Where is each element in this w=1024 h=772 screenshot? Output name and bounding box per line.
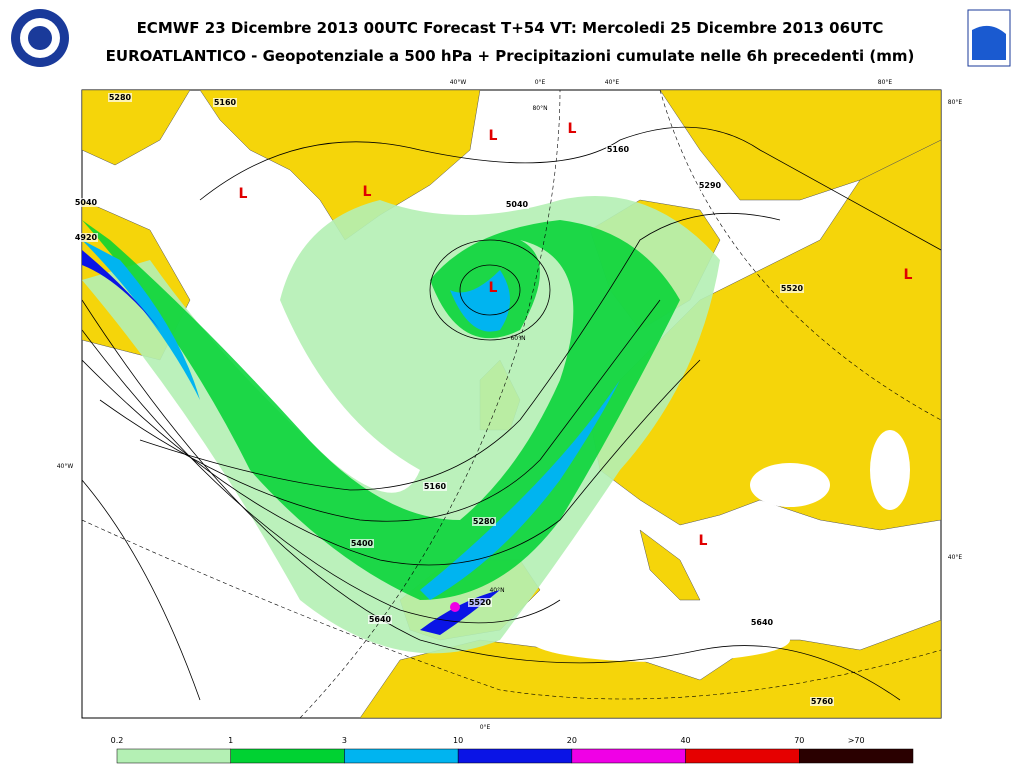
- contour-label: 5280: [473, 517, 496, 526]
- contour-label: 5520: [781, 284, 804, 293]
- contour-label: 5520: [469, 598, 492, 607]
- title: ECMWF 23 Dicembre 2013 00UTC Forecast T+…: [137, 19, 884, 37]
- contour-label: 5040: [506, 200, 529, 209]
- low-marker: L: [239, 186, 248, 202]
- legend-swatch: [116, 748, 231, 764]
- contour-label-bg: [108, 93, 132, 102]
- contour-label: 5160: [214, 98, 237, 107]
- contour-label: 5640: [369, 615, 392, 624]
- coordinate-label: 40°N: [489, 587, 504, 594]
- coordinate-label: 40°W: [57, 463, 74, 470]
- contour-label: 5040: [75, 198, 98, 207]
- contour-label: 5160: [424, 482, 447, 491]
- logo-right: [967, 9, 1011, 67]
- low-marker: L: [699, 533, 708, 549]
- coordinate-label: 60°N: [510, 335, 525, 342]
- logo-left: [11, 9, 69, 67]
- contour-label: 4920: [75, 233, 98, 242]
- contour-label-bg: [505, 200, 529, 209]
- contour-label-bg: [698, 181, 722, 190]
- contour-label-bg: [468, 598, 492, 607]
- coordinate-label: 80°E: [948, 99, 963, 106]
- legend-swatch: [230, 748, 345, 764]
- subtitle: EUROATLANTICO - Geopotenziale a 500 hPa …: [106, 47, 915, 65]
- contour-label-bg: [423, 482, 447, 491]
- legend-swatch: [685, 748, 800, 764]
- coordinate-label: 0°E: [535, 79, 546, 86]
- legend-label: >70: [848, 736, 865, 745]
- legend-label: 40: [680, 736, 690, 745]
- contour-label-bg: [74, 198, 98, 207]
- legend-swatch: [799, 748, 914, 764]
- coordinate-label: 40°W: [450, 79, 467, 86]
- contour-label: 5280: [109, 93, 132, 102]
- contour-label-bg: [606, 145, 630, 154]
- coordinate-label: 40°E: [948, 554, 963, 561]
- contour-label-bg: [368, 615, 392, 624]
- legend-label: 3: [342, 736, 347, 745]
- contour-label-bg: [780, 284, 804, 293]
- contour-label: 5400: [351, 539, 374, 548]
- low-marker: L: [489, 128, 498, 144]
- legend-swatch: [344, 748, 459, 764]
- coordinate-label: 40°E: [605, 79, 620, 86]
- contour-label-bg: [750, 618, 774, 627]
- legend-label: 70: [794, 736, 804, 745]
- low-marker: L: [904, 267, 913, 283]
- contour-label-bg: [350, 539, 374, 548]
- contour-label-bg: [810, 697, 834, 706]
- coordinate-label: 80°N: [532, 105, 547, 112]
- legend-label: 20: [567, 736, 577, 745]
- low-marker: L: [568, 121, 577, 137]
- legend-label: 10: [453, 736, 463, 745]
- legend-label: 0.2: [111, 736, 124, 745]
- contour-label: 5290: [699, 181, 722, 190]
- contour-label-bg: [213, 98, 237, 107]
- coordinate-label: 80°E: [878, 79, 893, 86]
- contour-label: 5160: [607, 145, 630, 154]
- map: [81, 89, 942, 719]
- legend-swatch: [457, 748, 573, 764]
- contour-label-bg: [472, 517, 496, 526]
- legend-swatch: [571, 748, 686, 764]
- low-marker: L: [363, 184, 372, 200]
- contour-label: 5760: [811, 697, 834, 706]
- low-marker: L: [489, 280, 498, 296]
- coordinate-label: 0°E: [480, 724, 491, 731]
- legend-label: 1: [228, 736, 233, 745]
- contour-label-bg: [74, 233, 98, 242]
- contour-label: 5640: [751, 618, 774, 627]
